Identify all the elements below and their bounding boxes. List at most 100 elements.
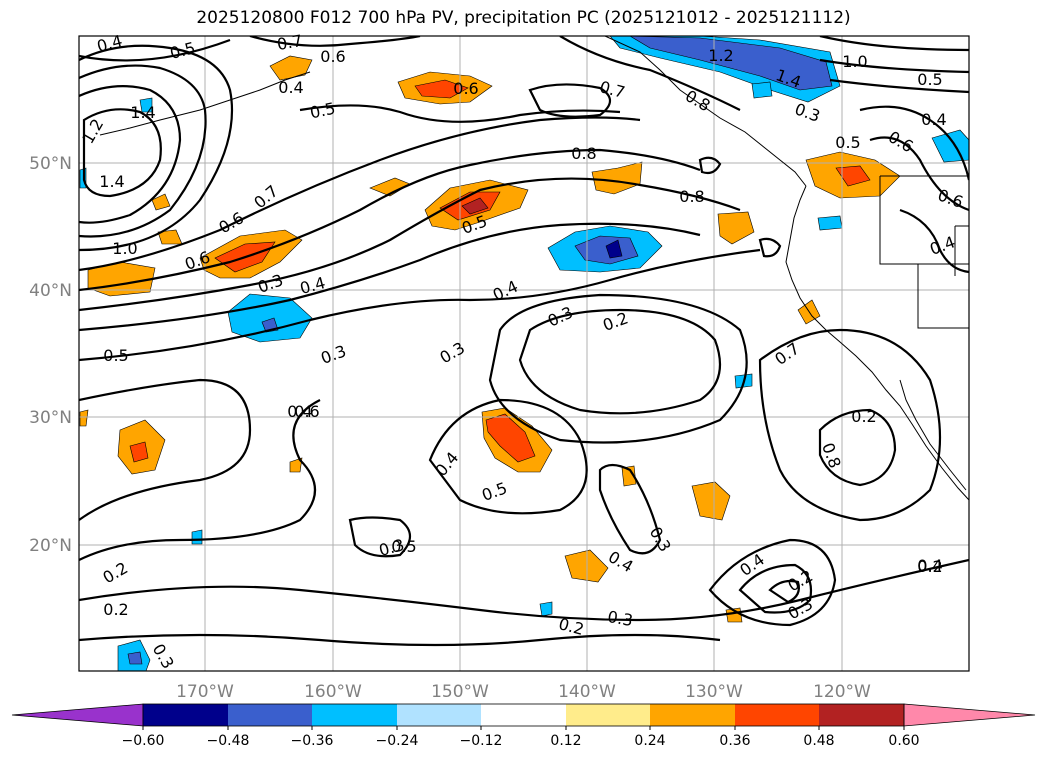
precip-blob	[629, 36, 833, 91]
lon-label: 120°W	[813, 682, 871, 702]
precip-negative-areas	[79, 36, 969, 671]
contour-line	[348, 516, 412, 558]
precip-blob	[591, 161, 643, 195]
lon-label: 130°W	[685, 682, 743, 702]
precip-blob	[574, 235, 639, 265]
precip-blob	[461, 197, 489, 215]
precip-blob	[817, 215, 843, 231]
alaska-coast	[604, 36, 807, 187]
lat-label: 20°N	[29, 536, 72, 556]
contour-label: 0.5	[103, 346, 128, 365]
lat-axis: 50°N 40°N 30°N 20°N	[29, 154, 72, 556]
contour-line	[79, 633, 721, 647]
colorbar	[11, 703, 1036, 727]
state-border	[879, 176, 969, 265]
contour-label: 0.8	[682, 86, 714, 115]
contour-line	[79, 64, 207, 238]
colorbar-tick-label: −0.24	[376, 733, 419, 749]
precip-blob	[931, 129, 969, 163]
pv-contours	[79, 36, 969, 647]
contour-label: 0.6	[453, 79, 478, 98]
contour-line	[79, 378, 252, 521]
contour-line	[79, 116, 641, 272]
lon-label: 170°W	[176, 682, 234, 702]
north-america-coast	[785, 185, 969, 501]
map-frame	[78, 35, 970, 672]
colorbar-tick-label: −0.12	[460, 733, 503, 749]
precip-blob	[289, 457, 303, 473]
lon-label: 150°W	[431, 682, 489, 702]
contour-label: 0.6	[294, 402, 319, 421]
colorbar-tick-label: −0.48	[207, 733, 250, 749]
coastlines	[99, 36, 969, 501]
baja-coast	[899, 379, 967, 491]
contour-line	[758, 328, 942, 522]
contour-label: 0.3	[545, 303, 576, 331]
contour-line	[869, 136, 969, 212]
contour-label: 1.0	[842, 52, 867, 71]
colorbar-segment	[735, 704, 819, 726]
contour-line	[559, 36, 741, 111]
contour-label: 0.7	[598, 77, 628, 102]
colorbar-segment	[481, 704, 566, 726]
contour-line	[82, 108, 162, 198]
precip-positive-areas	[79, 55, 901, 623]
precip-blob	[621, 465, 637, 487]
colorbar-tick-label: −0.60	[122, 733, 165, 749]
precip-blob	[751, 81, 773, 99]
precip-blob	[605, 239, 623, 259]
colorbar-tick-label: 0.48	[803, 733, 834, 749]
contour-line	[698, 156, 722, 175]
colorbar-outline	[142, 703, 905, 727]
contour-line	[758, 237, 782, 258]
contour-line	[899, 208, 969, 274]
lat-label: 40°N	[29, 281, 72, 301]
precip-blob	[835, 165, 871, 187]
precip-blob	[717, 211, 755, 245]
contour-line	[819, 36, 969, 52]
contour-label: 0.4	[921, 110, 946, 129]
contour-label: 1.0	[112, 239, 137, 258]
contour-label: 0.2	[851, 407, 876, 426]
contour-line	[819, 58, 969, 74]
contour-line	[79, 38, 231, 62]
contour-line	[818, 408, 897, 487]
contour-line	[79, 148, 701, 292]
colorbar-tick-label: 0.36	[719, 733, 750, 749]
state-border	[917, 264, 969, 329]
colorbar-tick-label: 0.60	[888, 733, 919, 749]
contour-label: 0.4	[917, 556, 942, 575]
contour-line	[708, 538, 837, 627]
chart-title: 2025120800 F012 700 hPa PV, precipitatio…	[196, 8, 851, 28]
precip-blob	[191, 529, 203, 545]
colorbar-tick-label: −0.36	[291, 733, 334, 749]
precip-blob	[691, 481, 731, 521]
colorbar-segment	[11, 703, 144, 727]
precip-blob	[539, 601, 553, 617]
lat-label: 50°N	[29, 154, 72, 174]
contour-line	[829, 78, 969, 94]
contour-label: 0.8	[571, 144, 596, 163]
gridlines	[79, 36, 969, 671]
contour-line	[518, 308, 722, 415]
contour-label: 0.4	[278, 78, 303, 97]
contour-line	[598, 463, 662, 555]
colorbar-segment	[397, 704, 481, 726]
contour-line	[299, 104, 621, 123]
contour-label: 0.6	[215, 208, 247, 237]
precip-blob	[127, 651, 143, 665]
colorbar-segment	[566, 704, 650, 726]
lon-label: 140°W	[558, 682, 616, 702]
contour-label: 0.3	[436, 338, 468, 367]
contour-label: 0.5	[835, 133, 860, 152]
contour-line	[768, 579, 800, 604]
contour-label: 0.2	[99, 558, 131, 587]
colorbar-tick-label: 0.24	[634, 733, 665, 749]
contour-line	[79, 558, 969, 622]
lon-axis: 170°W 160°W 150°W 140°W 130°W 120°W	[176, 682, 871, 702]
contour-label: 0.8	[679, 187, 704, 206]
precip-blob	[139, 97, 153, 113]
contour-line	[738, 563, 813, 614]
contour-line	[79, 44, 234, 252]
contour-line	[79, 399, 321, 561]
